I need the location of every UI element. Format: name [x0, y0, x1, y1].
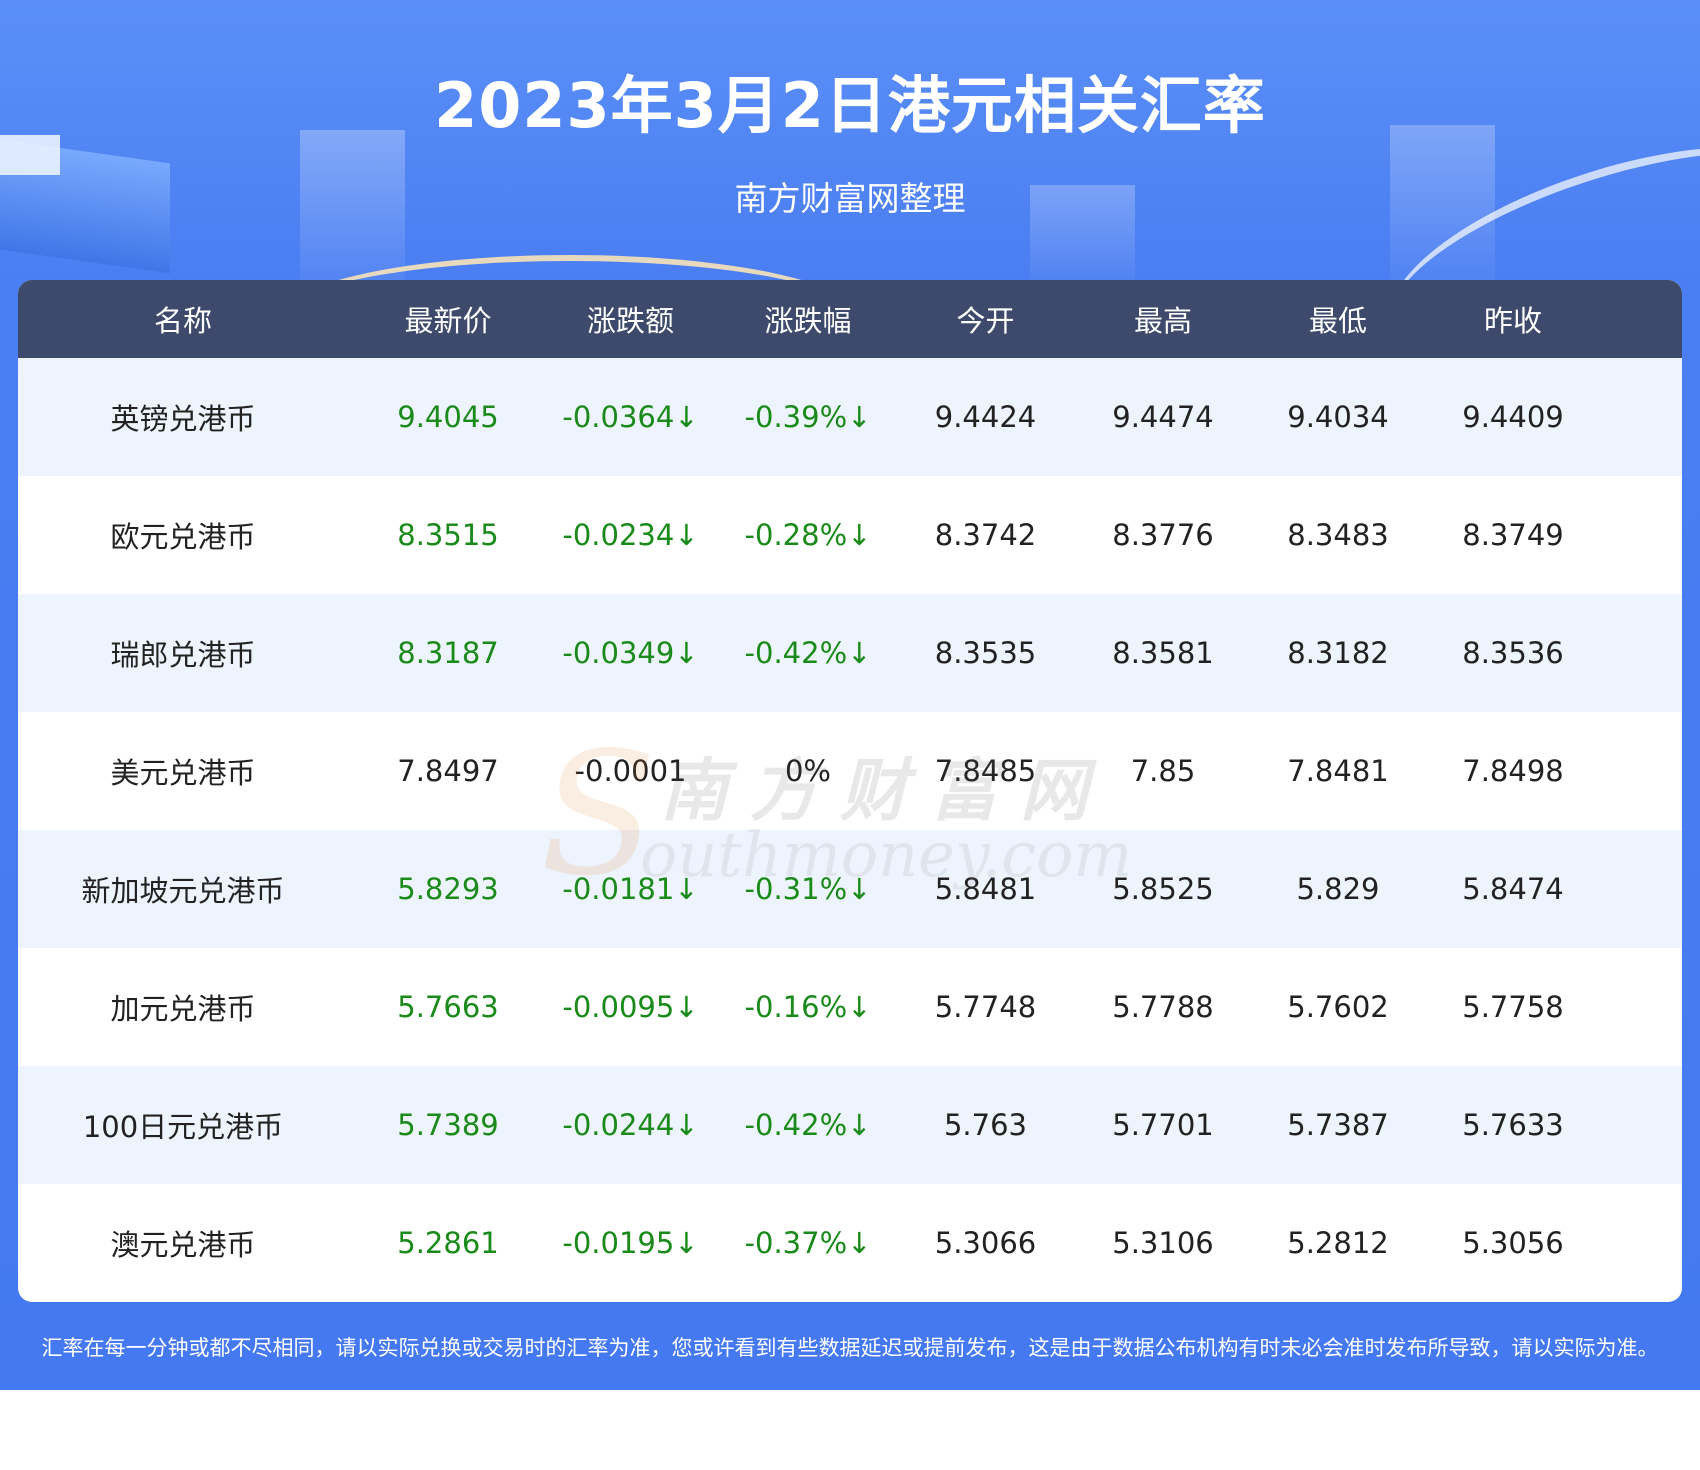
cell-latest: 8.3515: [397, 518, 499, 552]
cell-prev-close: 7.8498: [1462, 754, 1564, 788]
decorative-pillar: [1390, 125, 1495, 280]
cell-name: 美元兑港币: [110, 756, 256, 790]
table-row: 英镑兑港币 9.4045 -0.0364↓ -0.39%↓ 9.4424 9.4474 9.…: [18, 358, 1682, 476]
cell-change-pct: -0.28%↓: [744, 518, 872, 552]
decorative-pillar: [1030, 185, 1135, 280]
cell-open: 7.8485: [934, 754, 1037, 788]
table-row: 美元兑港币 7.8497 -0.0001 0% 7.8485 7.85 7.8481 7.84…: [18, 712, 1682, 830]
cell-name: 英镑兑港币: [110, 402, 256, 436]
cell-latest: 9.4045: [397, 400, 499, 434]
cell-change: -0.0001: [574, 754, 687, 788]
cell-prev-close: 8.3749: [1462, 518, 1564, 552]
table-row: 100日元兑港币 5.7389 -0.0244↓ -0.42%↓ 5.763 5.7701…: [18, 1066, 1682, 1184]
cell-high: 5.7788: [1112, 990, 1214, 1024]
table-row: 欧元兑港币 8.3515 -0.0234↓ -0.28%↓ 8.3742 8.3776 8.…: [18, 476, 1682, 594]
cell-high: 5.8525: [1112, 872, 1214, 906]
cell-low: 5.7602: [1287, 990, 1389, 1024]
cell-prev-close: 5.8474: [1462, 872, 1564, 906]
cell-high: 5.3106: [1112, 1226, 1214, 1260]
cell-name: 瑞郎兑港币: [110, 638, 256, 672]
cell-prev-close: 5.3056: [1462, 1226, 1564, 1260]
cell-change: -0.0234↓: [562, 518, 699, 552]
cell-name: 欧元兑港币: [110, 520, 256, 554]
exchange-rate-table: 名称 最新价 涨跌额 涨跌幅 今开 最高 最低 昨收 英镑兑港币 9.4045 -0…: [18, 280, 1682, 1302]
table-row: 新加坡元兑港币 5.8293 -0.0181↓ -0.31%↓ 5.8481 5.8525…: [18, 830, 1682, 948]
cell-high: 8.3776: [1112, 518, 1214, 552]
cell-change: -0.0349↓: [562, 636, 699, 670]
page-subtitle: 南方财富网整理: [734, 179, 966, 218]
cell-change-pct: -0.42%↓: [744, 636, 872, 670]
cell-prev-close: 5.7633: [1462, 1108, 1564, 1142]
cell-low: 8.3182: [1287, 636, 1389, 670]
cell-high: 7.85: [1130, 754, 1196, 788]
cell-open: 9.4424: [934, 400, 1037, 434]
cell-change-pct: -0.39%↓: [744, 400, 872, 434]
cell-high: 8.3581: [1112, 636, 1214, 670]
banner-background: 2023年3月2日港元相关汇率 南方财富网整理 名称 最新价 涨跌额 涨跌幅 今…: [0, 0, 1700, 1390]
column-header-prev-close: 昨收: [1483, 304, 1542, 338]
cell-prev-close: 8.3536: [1462, 636, 1564, 670]
cell-latest: 5.7389: [397, 1108, 499, 1142]
cell-change-pct: -0.16%↓: [744, 990, 872, 1024]
decorative-arc: [280, 255, 860, 381]
cell-low: 5.2812: [1287, 1226, 1389, 1260]
cell-change: -0.0181↓: [562, 872, 699, 906]
column-header-name: 名称: [153, 304, 212, 338]
cell-low: 9.4034: [1287, 400, 1389, 434]
cell-open: 5.8481: [934, 872, 1037, 906]
table-row: 澳元兑港币 5.2861 -0.0195↓ -0.37%↓ 5.3066 5.3106 5.…: [18, 1184, 1682, 1302]
cell-change-pct: -0.31%↓: [744, 872, 872, 906]
cell-change: -0.0195↓: [562, 1226, 699, 1260]
cell-high: 9.4474: [1112, 400, 1214, 434]
page-title: 2023年3月2日港元相关汇率: [434, 69, 1266, 142]
cell-low: 8.3483: [1287, 518, 1389, 552]
cell-name: 加元兑港币: [110, 992, 256, 1026]
table-body: 英镑兑港币 9.4045 -0.0364↓ -0.39%↓ 9.4424 9.4474 9.…: [18, 358, 1682, 1302]
table-header: 名称 最新价 涨跌额 涨跌幅 今开 最高 最低 昨收: [18, 280, 1682, 358]
cell-low: 5.7387: [1287, 1108, 1389, 1142]
cell-change-pct: 0%: [784, 754, 831, 788]
column-header-latest: 最新价: [404, 304, 492, 338]
cell-open: 5.3066: [934, 1226, 1037, 1260]
decorative-pillar: [300, 130, 405, 280]
table-row: 加元兑港币 5.7663 -0.0095↓ -0.16%↓ 5.7748 5.7788 5.…: [18, 948, 1682, 1066]
cell-high: 5.7701: [1112, 1108, 1214, 1142]
cell-change-pct: -0.37%↓: [744, 1226, 872, 1260]
column-header-change-pct: 涨跌幅: [764, 304, 852, 338]
cell-latest: 5.8293: [397, 872, 499, 906]
cell-change: -0.0244↓: [562, 1108, 699, 1142]
cell-change: -0.0095↓: [562, 990, 699, 1024]
cell-name: 新加坡元兑港币: [81, 874, 285, 908]
column-header-high: 最高: [1133, 304, 1192, 338]
cell-latest: 7.8497: [397, 754, 499, 788]
cell-latest: 8.3187: [397, 636, 499, 670]
disclaimer-footnote: 汇率在每一分钟或都不尽相同，请以实际兑换或交易时的汇率为准，您或许看到有些数据延…: [41, 1336, 1659, 1360]
cell-low: 5.829: [1296, 872, 1380, 906]
column-header-low: 最低: [1308, 304, 1367, 338]
cell-prev-close: 5.7758: [1462, 990, 1564, 1024]
cell-open: 8.3535: [934, 636, 1037, 670]
cell-low: 7.8481: [1287, 754, 1389, 788]
column-header-change: 涨跌额: [586, 304, 674, 338]
cell-change-pct: -0.42%↓: [744, 1108, 872, 1142]
cell-latest: 5.7663: [397, 990, 499, 1024]
cell-change: -0.0364↓: [562, 400, 699, 434]
cell-name: 100日元兑港币: [82, 1110, 284, 1144]
cell-open: 5.7748: [934, 990, 1037, 1024]
cell-prev-close: 9.4409: [1462, 400, 1564, 434]
decorative-building-top: [0, 135, 60, 175]
cell-open: 8.3742: [934, 518, 1037, 552]
cell-name: 澳元兑港币: [110, 1228, 256, 1262]
column-header-open: 今开: [956, 304, 1015, 338]
cell-latest: 5.2861: [397, 1226, 499, 1260]
table-row: 瑞郎兑港币 8.3187 -0.0349↓ -0.42%↓ 8.3535 8.3581 8.…: [18, 594, 1682, 712]
cell-open: 5.763: [943, 1108, 1028, 1142]
